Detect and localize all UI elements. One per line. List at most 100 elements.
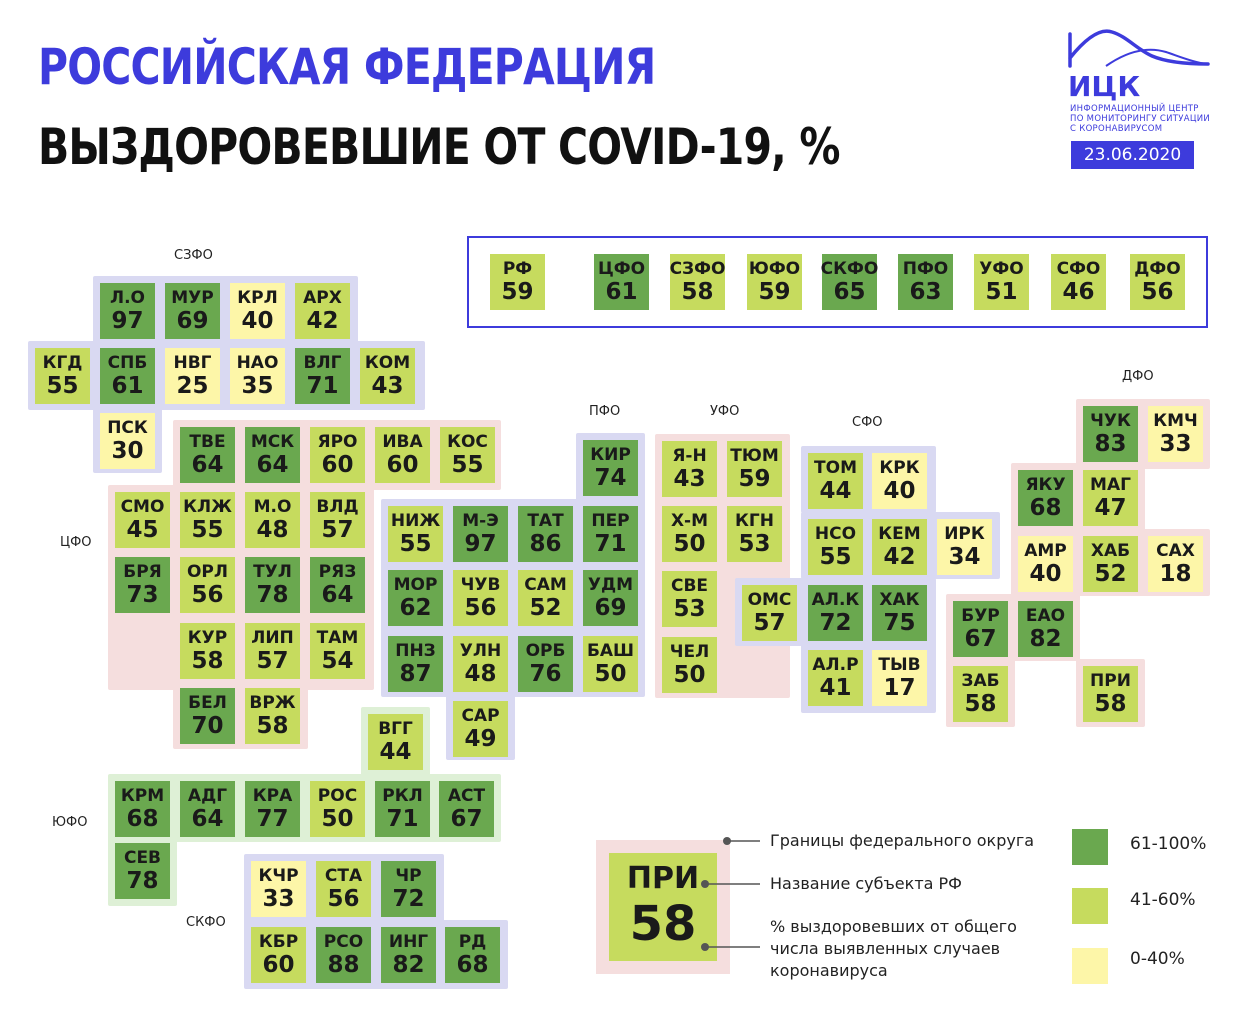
- summary-tile-rf: РФ 59: [490, 254, 545, 310]
- tile-abbr: ПФО: [902, 259, 949, 279]
- label-szfo: СЗФО: [174, 248, 213, 263]
- legend-border-desc: Границы федерального округа: [770, 831, 1035, 850]
- tile-value: 62: [399, 595, 432, 621]
- region-tile-orb: ОРБ 76: [518, 636, 573, 692]
- tile-abbr: ПЕР: [591, 511, 630, 531]
- tile-value: 83: [1094, 431, 1127, 457]
- region-tile-nso: НСО 55: [808, 519, 863, 575]
- tile-abbr: НСО: [814, 524, 857, 544]
- region-tile-vrzh: ВРЖ 58: [245, 688, 300, 744]
- tile-value: 53: [673, 596, 706, 622]
- region-tile-ryaz: РЯЗ 64: [310, 557, 365, 613]
- summary-box: [467, 236, 1208, 328]
- tile-abbr: МОР: [393, 575, 438, 595]
- tile-abbr: КОМ: [364, 353, 411, 373]
- label-dfo: ДФО: [1122, 369, 1154, 384]
- tile-value: 47: [1094, 495, 1127, 521]
- tile-value: 88: [327, 952, 360, 978]
- tile-value: 68: [1029, 495, 1062, 521]
- tile-value: 78: [126, 868, 159, 894]
- region-tile-tve: ТВЕ 64: [180, 427, 235, 483]
- tile-abbr: ХАБ: [1090, 541, 1131, 561]
- tile-value: 50: [673, 531, 706, 557]
- region-tile-kur: КУР 58: [180, 623, 235, 679]
- tile-value: 56: [464, 595, 497, 621]
- tile-abbr: СВЕ: [670, 576, 709, 596]
- region-tile-alr: АЛ.Р 41: [808, 650, 863, 706]
- tile-abbr: ТОМ: [814, 458, 857, 478]
- tile-value: 64: [321, 582, 354, 608]
- tile-value: 72: [392, 886, 425, 912]
- tile-value: 55: [191, 517, 224, 543]
- tile-abbr: АЛ.К: [811, 590, 860, 610]
- legend-swatch-low: [1072, 948, 1108, 984]
- tile-abbr: МСК: [250, 432, 295, 452]
- tile-value: 55: [451, 452, 484, 478]
- tile-abbr: КБР: [258, 932, 299, 952]
- tile-abbr: УДМ: [587, 575, 634, 595]
- tile-abbr: КМЧ: [1153, 411, 1198, 431]
- tile-value: 69: [176, 308, 209, 334]
- tile-value: 82: [1029, 626, 1062, 652]
- region-tile-nvg: НВГ 25: [165, 348, 220, 404]
- region-tile-tat: ТАТ 86: [518, 506, 573, 562]
- region-tile-pri: ПРИ 58: [1083, 666, 1138, 722]
- region-tile-spb: СПБ 61: [100, 348, 155, 404]
- region-tile-udm: УДМ 69: [583, 570, 638, 626]
- tile-value: 87: [399, 661, 432, 687]
- region-tile-mag: МАГ 47: [1083, 470, 1138, 526]
- region-tile-sve: СВЕ 53: [662, 571, 717, 627]
- legend-name-desc: Название субъекта РФ: [770, 874, 962, 893]
- tile-abbr: НИЖ: [390, 511, 441, 531]
- tile-abbr: ЮФО: [748, 259, 801, 279]
- region-tile-rso: РСО 88: [316, 927, 371, 983]
- tile-value: 52: [529, 595, 562, 621]
- legend-pct-desc: % выздоровевших от общего числа выявленн…: [770, 916, 1017, 982]
- tile-value: 40: [1029, 561, 1062, 587]
- tile-abbr: ПРИ: [1090, 671, 1131, 691]
- tile-value: 55: [399, 531, 432, 557]
- tile-value: 77: [256, 806, 289, 832]
- region-tile-chuv: ЧУВ 56: [453, 570, 508, 626]
- region-tile-yan: Я-Н 43: [662, 441, 717, 497]
- tile-value: 58: [191, 648, 224, 674]
- region-tile-sev: СЕВ 78: [115, 843, 170, 899]
- tile-abbr: ЗАБ: [961, 671, 1000, 691]
- region-tile-pnz: ПНЗ 87: [388, 636, 443, 692]
- tile-abbr: Я-Н: [672, 446, 707, 466]
- tile-abbr: КУР: [187, 628, 228, 648]
- region-tile-tyum: ТЮМ 59: [727, 441, 782, 497]
- tile-abbr: НВГ: [173, 353, 212, 373]
- tile-value: 56: [191, 582, 224, 608]
- tile-value: 71: [386, 806, 419, 832]
- legend-pct-line2: числа выявленных случаев: [770, 939, 1001, 958]
- tile-value: 55: [819, 544, 852, 570]
- tile-abbr: НАО: [236, 353, 279, 373]
- region-tile-mur: МУР 69: [165, 283, 220, 339]
- district-border-block: [28, 341, 425, 410]
- legend-example-tile: ПРИ 58: [609, 853, 717, 961]
- tile-abbr: ХАК: [879, 590, 920, 610]
- tile-value: 71: [594, 531, 627, 557]
- tile-value: 82: [392, 952, 425, 978]
- region-tile-ros: РОС 50: [310, 781, 365, 837]
- region-tile-krm: КРМ 68: [115, 781, 170, 837]
- tile-abbr: ЧР: [395, 866, 422, 886]
- tile-value: 33: [1159, 431, 1192, 457]
- legend-range-high: 61-100%: [1130, 834, 1207, 854]
- region-tile-eao: ЕАО 82: [1018, 601, 1073, 657]
- region-tile-kom: КОМ 43: [360, 348, 415, 404]
- region-tile-tul: ТУЛ 78: [245, 557, 300, 613]
- tile-abbr: СКФО: [820, 259, 879, 279]
- logo-description: ИНФОРМАЦИОННЫЙ ЦЕНТР ПО МОНИТОРИНГУ СИТУ…: [1070, 104, 1220, 134]
- tile-abbr: КРК: [879, 458, 920, 478]
- label-pfo: ПФО: [589, 404, 621, 419]
- tile-value: 40: [883, 478, 916, 504]
- tile-value: 71: [306, 373, 339, 399]
- region-tile-vld: ВЛД 57: [310, 492, 365, 548]
- tile-abbr: БЕЛ: [188, 693, 227, 713]
- tile-abbr: ИВА: [382, 432, 423, 452]
- tile-value: 43: [673, 466, 706, 492]
- tile-abbr: ВГГ: [378, 719, 413, 739]
- region-tile-amr: АМР 40: [1018, 536, 1073, 592]
